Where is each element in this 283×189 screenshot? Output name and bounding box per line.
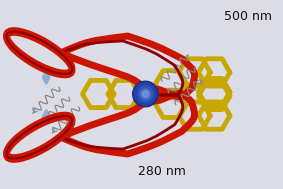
Circle shape [140, 89, 150, 99]
Circle shape [135, 83, 156, 105]
Text: 280 nm: 280 nm [138, 165, 186, 178]
Text: 500 nm: 500 nm [224, 10, 272, 23]
Circle shape [133, 81, 158, 107]
Circle shape [138, 86, 153, 102]
Circle shape [142, 91, 148, 97]
